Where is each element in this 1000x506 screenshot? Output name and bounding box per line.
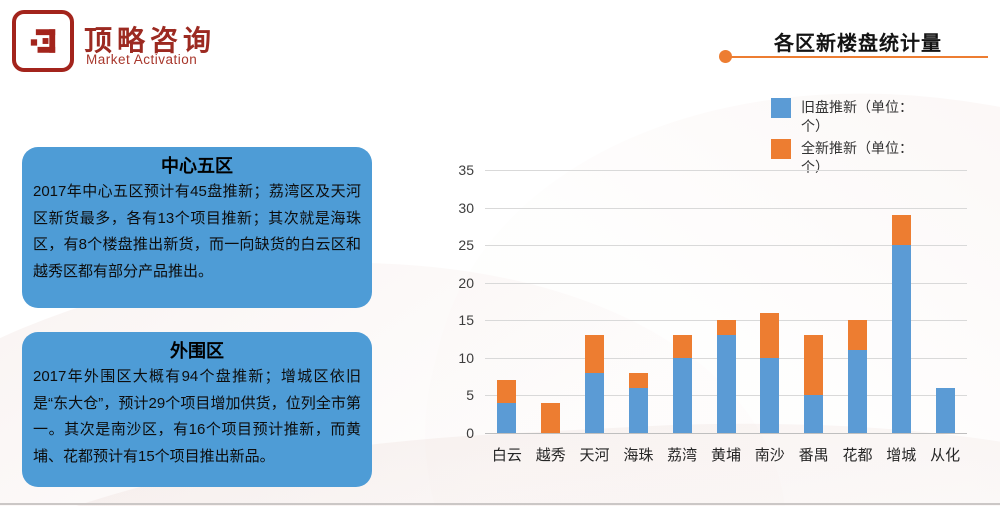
bar-segment-黄埔-s0	[716, 335, 736, 433]
legend-item-new-projects: 全新推新（单位：个）	[771, 139, 923, 177]
bar-segment-荔湾-s0	[672, 357, 692, 433]
y-tick-label: 15	[458, 312, 474, 329]
brand-tagline: Market Activation	[86, 52, 198, 67]
gridline-30	[485, 207, 967, 209]
legend-item-old-projects: 旧盘推新（单位：个）	[771, 98, 923, 136]
x-tick-label: 增城	[886, 447, 917, 464]
legend-label: 全新推新（单位：个）	[801, 140, 913, 175]
bottom-divider	[0, 503, 1000, 505]
bar-segment-海珠-s1	[628, 372, 648, 388]
plot-area	[485, 170, 967, 434]
y-axis: 0 5 10 15 20 25 30 35	[438, 162, 474, 441]
bar-segment-白云-s1	[497, 380, 517, 403]
bar-segment-南沙-s0	[760, 357, 780, 433]
x-axis: 白云 越秀 天河 海珠 荔湾 黄埔 南沙 番禺 花都 增城 从化	[485, 444, 967, 466]
gridline-0	[485, 433, 967, 434]
bar-segment-黄埔-s1	[716, 320, 736, 336]
x-tick-label: 花都	[842, 447, 873, 464]
x-tick-label: 番禺	[798, 447, 829, 464]
brand-name: 顶略咨询	[84, 24, 217, 57]
y-tick-label: 30	[458, 199, 474, 216]
gridline-20	[485, 282, 967, 284]
bar-segment-天河-s0	[585, 372, 605, 433]
bar-segment-白云-s0	[497, 402, 517, 433]
legend-label: 旧盘推新（单位：个）	[801, 99, 913, 134]
gridline-35	[485, 170, 967, 171]
title-dot-icon	[719, 50, 732, 63]
info-box-title: 中心五区	[161, 156, 233, 176]
info-box-outer-districts: 外围区 2017年外围区大概有94个盘推新；增城区依旧是“东大仓”，预计29个项…	[22, 332, 372, 487]
legend-swatch-orange-icon	[771, 139, 791, 159]
y-tick-label: 0	[466, 425, 474, 441]
bar-segment-番禺-s1	[804, 335, 824, 396]
gridline-25	[485, 245, 967, 247]
bar-segment-海珠-s0	[628, 387, 648, 433]
x-tick-label: 黄埔	[710, 447, 742, 464]
x-tick-label: 南沙	[754, 447, 785, 464]
bar-segment-越秀-s1	[541, 402, 561, 433]
y-tick-label: 10	[458, 349, 474, 366]
bar-segment-从化-s0	[935, 387, 955, 433]
legend-swatch-blue-icon	[771, 98, 791, 118]
x-tick-label: 从化	[930, 447, 961, 464]
bar-segment-花都-s0	[847, 350, 867, 433]
y-tick-label: 35	[458, 162, 474, 178]
page-title: 各区新楼盘统计量	[774, 33, 942, 55]
info-box-title: 外围区	[170, 341, 224, 361]
x-tick-label: 海珠	[623, 447, 654, 464]
x-tick-label: 天河	[579, 447, 610, 464]
x-tick-label: 白云	[491, 447, 522, 464]
info-box-central-districts: 中心五区 2017年中心五区预计有45盘推新；荔湾区及天河区新货最多，各有13个…	[22, 147, 372, 308]
y-tick-label: 20	[458, 274, 474, 291]
brand-logo-icon	[12, 10, 74, 72]
bar-segment-荔湾-s1	[672, 335, 692, 358]
bar-segment-增城-s1	[891, 215, 911, 246]
dinglue-monogram-icon	[30, 29, 56, 53]
bar-segment-番禺-s0	[804, 395, 824, 433]
bar-segment-花都-s1	[847, 320, 867, 351]
bar-segment-南沙-s1	[760, 312, 780, 358]
info-box-body: 2017年中心五区预计有45盘推新；荔湾区及天河区新货最多，各有13个项目推新；…	[33, 183, 361, 280]
chart-legend: 旧盘推新（单位：个） 全新推新（单位：个）	[771, 98, 923, 180]
y-tick-label: 5	[466, 387, 474, 404]
x-tick-label: 荔湾	[667, 447, 698, 464]
x-tick-label: 越秀	[535, 447, 566, 464]
info-box-body: 2017年外围区大概有94个盘推新；增城区依旧是“东大仓”，预计29个项目增加供…	[33, 368, 361, 465]
title-underline	[731, 56, 988, 58]
bar-segment-增城-s0	[891, 245, 911, 433]
bar-segment-天河-s1	[585, 335, 605, 373]
y-tick-label: 25	[458, 237, 474, 254]
